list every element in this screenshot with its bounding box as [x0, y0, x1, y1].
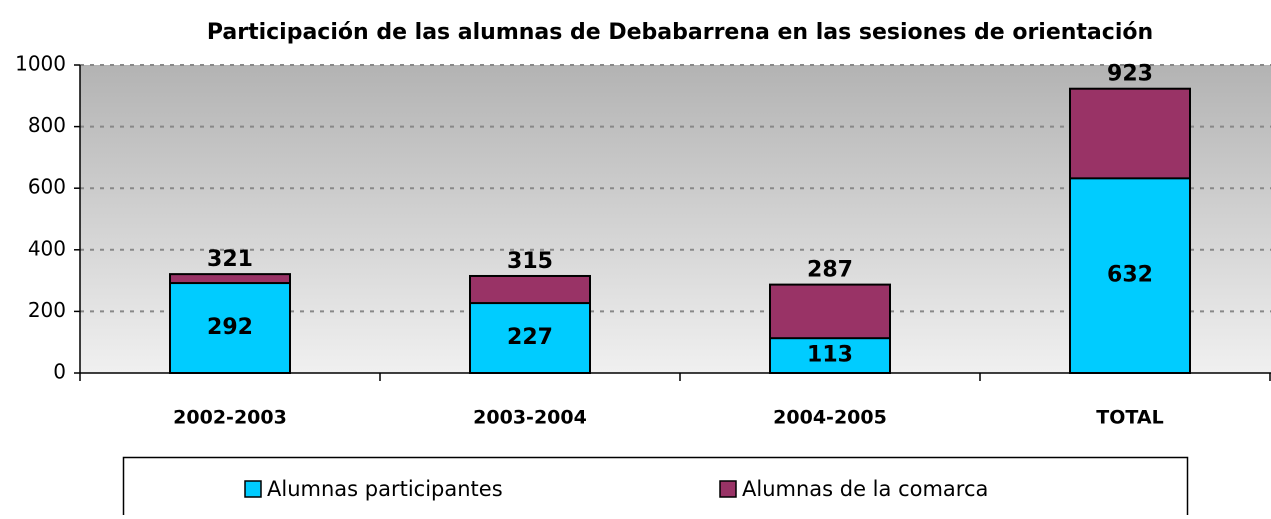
data-label: 632	[1107, 263, 1153, 288]
data-label: 113	[807, 343, 853, 368]
y-tick-label: 200	[28, 298, 66, 322]
bar	[169, 282, 291, 374]
y-tick-label: 800	[28, 113, 66, 137]
data-label: 292	[207, 315, 253, 340]
data-label: 321	[207, 247, 253, 272]
data-label: 923	[1107, 62, 1153, 87]
legend-label: Alumnas de la comarca	[742, 477, 988, 501]
x-tick-label: 2004-2005	[773, 407, 887, 429]
legend-swatch	[719, 480, 737, 498]
y-tick-label: 0	[53, 360, 66, 384]
bar	[1069, 177, 1191, 374]
x-tick-label: 2002-2003	[173, 407, 287, 429]
y-tick-label: 400	[28, 236, 66, 260]
x-tick-label: TOTAL	[1096, 407, 1163, 429]
legend	[122, 456, 1189, 519]
chart-title: Participación de las alumnas de Debabarr…	[207, 20, 1153, 45]
bar	[469, 302, 591, 375]
y-tick-label: 600	[28, 175, 66, 199]
data-label: 227	[507, 325, 553, 350]
y-tick-label: 1000	[15, 52, 66, 76]
x-tick-label: 2003-2004	[473, 407, 587, 429]
legend-label: Alumnas participantes	[267, 477, 503, 501]
legend-swatch	[244, 480, 262, 498]
data-label: 315	[507, 249, 553, 274]
data-label: 287	[807, 258, 853, 283]
bar	[769, 337, 891, 375]
